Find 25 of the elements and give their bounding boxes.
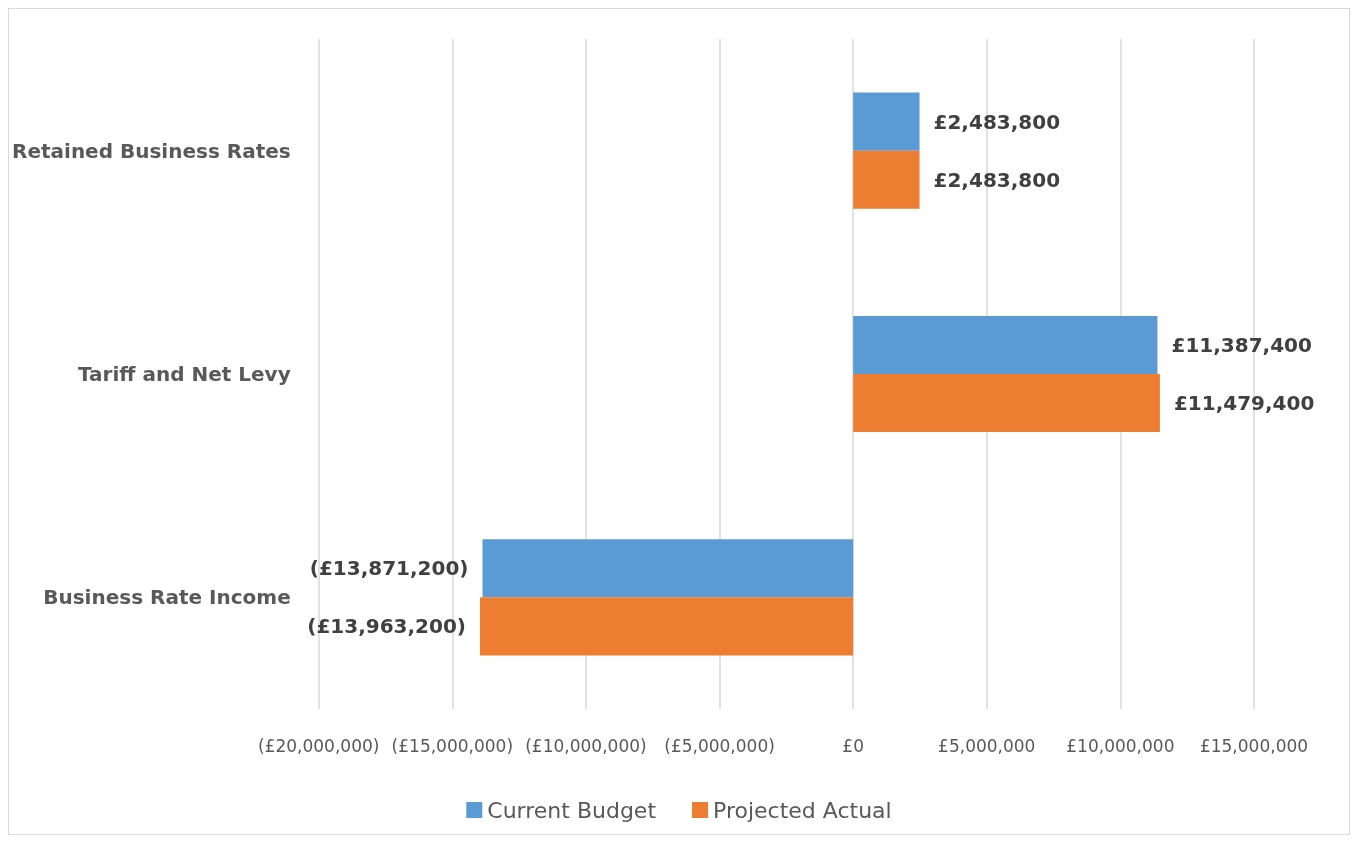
x-tick-label: £15,000,000 [1199, 735, 1309, 756]
x-tick-label: £10,000,000 [1066, 735, 1175, 756]
legend-label: Projected Actual [713, 797, 892, 823]
data-label: (£13,963,200) [307, 614, 467, 639]
data-label: £11,387,400 [1171, 332, 1312, 357]
bar [482, 539, 854, 598]
bar [480, 597, 854, 656]
data-label: £2,483,800 [933, 167, 1061, 192]
x-tick-label: (£10,000,000) [525, 735, 647, 756]
bar [853, 92, 920, 151]
bar [853, 374, 1160, 433]
x-tick-label: £5,000,000 [938, 735, 1036, 756]
bar [853, 150, 920, 209]
legend-label: Current Budget [487, 797, 657, 823]
x-tick-label: (£15,000,000) [391, 735, 514, 756]
x-tick-label: (£20,000,000) [257, 735, 380, 756]
data-label: (£13,871,200) [309, 556, 469, 581]
y-tick-label: Tariff and Net Levy [78, 362, 291, 386]
x-tick-label: £0 [842, 735, 864, 756]
data-label: £2,483,800 [933, 109, 1061, 134]
data-label: £11,479,400 [1173, 391, 1315, 416]
y-tick-label: Business Rate Income [43, 585, 291, 610]
y-tick-label: Retained Business Rates [12, 138, 291, 163]
bar [853, 315, 1158, 374]
x-tick-label: (£5,000,000) [664, 735, 775, 756]
